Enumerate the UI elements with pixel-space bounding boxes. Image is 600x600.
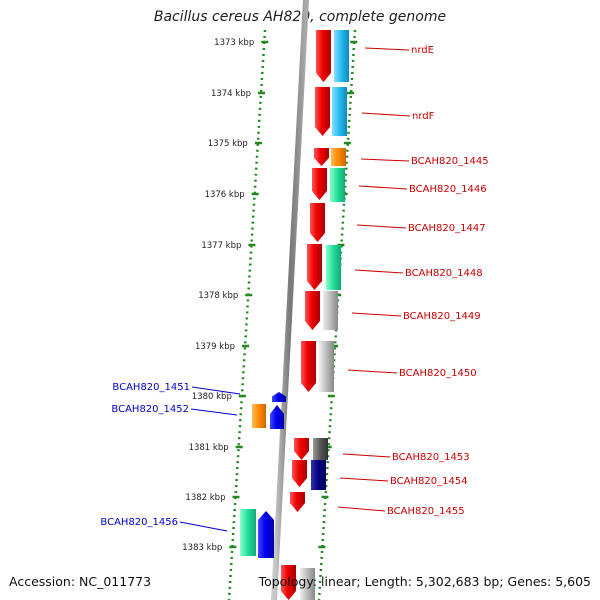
cog-category-bar	[323, 291, 338, 330]
left-ruler	[227, 29, 267, 600]
gene-label-leader	[191, 386, 241, 395]
forward-gene-arrow[interactable]	[316, 30, 331, 82]
gene-label-leader	[347, 369, 398, 374]
gene-label-leader	[337, 506, 386, 512]
tick-label: 1373 kbp	[214, 38, 254, 48]
tick-label: 1383 kbp	[182, 543, 222, 553]
gene-label[interactable]: BCAH820_1445	[411, 156, 489, 167]
cog-category-bar	[330, 168, 345, 202]
cog-category-bar	[331, 148, 346, 166]
gene-label[interactable]: BCAH820_1451	[112, 382, 190, 393]
tick-label: 1378 kbp	[198, 291, 238, 301]
topology-text: Topology: linear; Length: 5,302,683 bp; …	[258, 574, 591, 589]
gene-label[interactable]: BCAH820_1455	[387, 506, 465, 517]
gene-label-leader	[364, 47, 410, 51]
gene-label-leader	[361, 112, 411, 117]
forward-gene-arrow[interactable]	[281, 565, 296, 600]
tick-label: 1374 kbp	[211, 89, 251, 99]
forward-gene-arrow[interactable]	[307, 244, 322, 290]
cog-category-bar	[240, 509, 256, 556]
gene-label[interactable]: BCAH820_1449	[403, 311, 481, 322]
gene-label[interactable]: BCAH820_1452	[111, 404, 189, 415]
gene-label-leader	[179, 521, 228, 532]
genome-backbone	[271, 0, 309, 600]
gene-label-leader	[342, 453, 391, 458]
gene-label-leader	[356, 224, 407, 229]
forward-gene-arrow[interactable]	[305, 291, 320, 330]
gene-label-leader	[190, 408, 238, 416]
forward-gene-arrow[interactable]	[315, 87, 330, 136]
cog-category-bar	[319, 341, 334, 392]
tick-label: 1377 kbp	[201, 241, 241, 251]
gene-label[interactable]: BCAH820_1450	[399, 368, 477, 379]
forward-gene-arrow[interactable]	[312, 168, 327, 200]
tick-label: 1380 kbp	[192, 392, 232, 402]
cog-category-bar	[311, 460, 326, 490]
reverse-gene-arrow[interactable]	[270, 405, 284, 429]
cog-category-bar	[300, 568, 315, 600]
cog-category-bar	[326, 245, 341, 290]
gene-label[interactable]: BCAH820_1456	[100, 517, 178, 528]
forward-gene-arrow[interactable]	[294, 438, 309, 460]
gene-label[interactable]: BCAH820_1453	[392, 452, 470, 463]
tick-label: 1375 kbp	[208, 139, 248, 149]
accession-text: Accession: NC_011773	[9, 574, 152, 589]
right-ruler	[317, 29, 357, 600]
gene-label[interactable]: BCAH820_1448	[405, 268, 483, 279]
map-title: Bacillus cereus AH820, complete genome	[153, 9, 447, 25]
tick-label: 1382 kbp	[185, 493, 225, 503]
tick-label: 1379 kbp	[195, 342, 235, 352]
reverse-gene-arrow[interactable]	[272, 392, 286, 402]
forward-gene-arrow[interactable]	[310, 203, 325, 242]
forward-gene-arrow[interactable]	[292, 460, 307, 487]
cog-category-bar	[252, 404, 266, 428]
reverse-gene-arrow[interactable]	[258, 511, 274, 558]
forward-gene-arrow[interactable]	[301, 341, 316, 392]
gene-label-leader	[339, 477, 389, 482]
gene-label-leader	[358, 185, 408, 190]
cog-category-bar	[313, 438, 328, 460]
gene-label-leader	[351, 312, 402, 317]
cog-category-bar	[332, 87, 347, 136]
tick-label: 1381 kbp	[189, 443, 229, 453]
tick-label: 1376 kbp	[205, 190, 245, 200]
gene-label[interactable]: nrdF	[412, 111, 435, 122]
gene-label[interactable]: BCAH820_1454	[390, 476, 468, 487]
gene-label-leader	[354, 269, 404, 274]
forward-gene-arrow[interactable]	[290, 492, 305, 512]
gene-label[interactable]: nrdE	[411, 45, 434, 56]
gene-label[interactable]: BCAH820_1447	[408, 223, 486, 234]
forward-gene-arrow[interactable]	[314, 148, 329, 166]
gene-label-leader	[360, 158, 410, 162]
cog-category-bar	[334, 30, 349, 82]
gene-label[interactable]: BCAH820_1446	[409, 184, 487, 195]
